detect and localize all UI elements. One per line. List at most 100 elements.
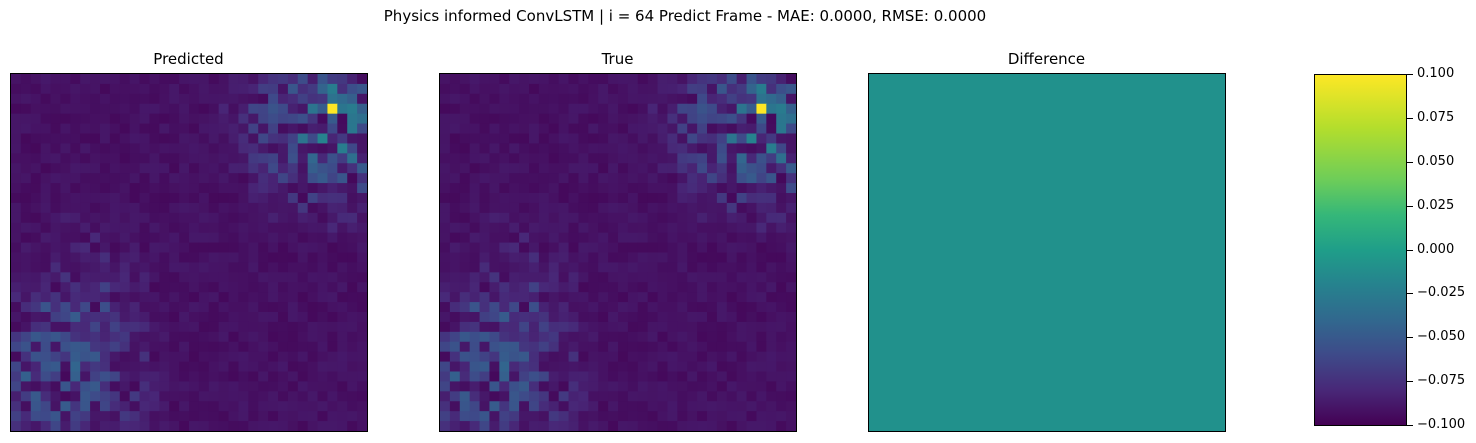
heatmap-cell [598,341,609,353]
heatmap-cell [198,133,210,144]
heatmap-cell [736,103,748,115]
heatmap-cell [317,143,328,154]
heatmap-cell [637,183,649,194]
heatmap-cell [707,232,718,244]
heatmap-cell [50,312,61,323]
heatmap-cell [756,222,767,234]
heatmap-cell [618,401,629,412]
heatmap-cell [198,312,210,323]
heatmap-cell [558,371,570,382]
heatmap-cell [538,411,550,422]
heatmap-cell [697,103,708,115]
heatmap-cell [786,202,796,214]
heatmap-cell [258,381,269,392]
heatmap-cell [90,163,101,174]
heatmap-cell [766,321,777,333]
heatmap-cell [189,103,200,115]
heatmap-cell [258,202,269,214]
heatmap-cell [139,252,150,263]
heatmap-cell [736,421,748,431]
heatmap-cell [248,74,259,85]
heatmap-cell [109,153,121,164]
heatmap-cell [357,401,367,412]
heatmap-cell [598,103,609,115]
heatmap-cell [568,133,579,144]
heatmap-cell [40,83,52,95]
heatmap-cell [776,371,787,382]
heatmap-cell [618,212,629,224]
heatmap-cell [469,371,481,382]
heatmap-cell [667,123,678,134]
heatmap-cell [139,222,150,234]
heatmap-cell [578,83,589,95]
heatmap-cell [489,391,500,402]
heatmap-cell [519,163,530,174]
heatmap-cell [687,183,698,194]
heatmap-cell [548,391,560,402]
heatmap-cell [228,391,239,402]
heatmap-cell [756,193,767,204]
heatmap-cell [618,163,629,174]
heatmap-cell [198,262,210,273]
heatmap-cell [109,262,121,273]
heatmap-cell [189,331,200,343]
heatmap-cell [499,401,510,412]
heatmap-cell [726,321,738,333]
heatmap-cell [627,302,639,313]
heatmap-cell [327,222,338,234]
heatmap-cell [20,401,32,412]
heatmap-cell [726,381,738,392]
heatmap-cell [766,93,777,105]
heatmap-cell [568,381,579,392]
heatmap-cell [357,381,367,392]
heatmap-cell [627,93,639,105]
heatmap-cell [449,173,461,184]
heatmap-cell [776,411,787,422]
heatmap-cell [776,133,787,144]
heatmap-cell [548,282,560,293]
heatmap-cell [548,133,560,144]
heatmap-cell [440,361,451,372]
heatmap-cell [716,133,728,144]
heatmap-cell [776,153,787,164]
heatmap-cell [248,361,259,372]
heatmap-cell [100,361,111,372]
heatmap-cell [100,222,111,234]
heatmap-cell [337,351,348,363]
heatmap-cell [509,272,520,283]
heatmap-cell [588,232,599,244]
heatmap-cell [588,262,599,273]
heatmap-cell [598,302,609,313]
heatmap-cell [337,183,348,194]
heatmap-cell [627,242,639,253]
heatmap-cell [479,341,490,353]
heatmap-cell [100,302,111,313]
heatmap-cell [618,103,629,115]
heatmap-cell [647,222,659,234]
heatmap-cell [20,153,32,164]
heatmap-cell [647,252,659,263]
heatmap-cell [538,222,550,234]
heatmap-cell [11,341,22,353]
heatmap-cell [30,202,42,214]
heatmap-cell [687,123,698,134]
heatmap-cell [637,113,649,125]
heatmap-cell [776,83,787,95]
heatmap-cell [268,232,279,244]
heatmap-cell [119,193,131,204]
heatmap-cell [647,282,659,293]
heatmap-cell [169,391,180,402]
heatmap-cell [687,302,698,313]
heatmap-cell [30,242,42,253]
heatmap-cell [776,262,787,273]
heatmap-cell [70,411,81,422]
heatmap-cell [469,391,481,402]
heatmap-cell [677,292,688,303]
heatmap-cell [208,421,220,431]
heatmap-cell [159,252,170,263]
heatmap-cell [119,262,131,273]
heatmap-cell [588,391,599,402]
heatmap-cell [499,103,510,115]
heatmap-cell [529,331,540,343]
heatmap-cell [238,222,249,234]
